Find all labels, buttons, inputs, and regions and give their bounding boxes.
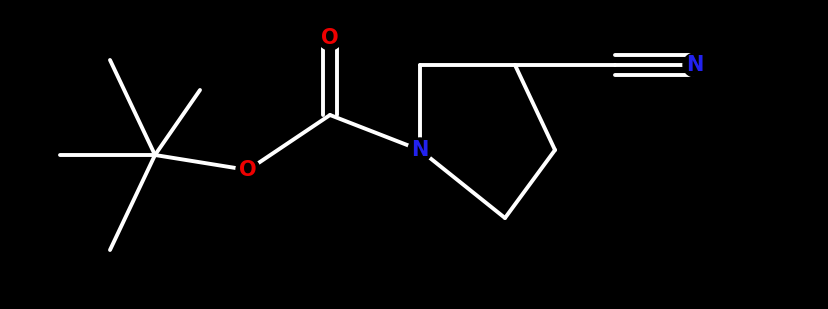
Text: N: N (686, 55, 703, 75)
Text: N: N (411, 140, 428, 160)
Text: O: O (320, 28, 339, 48)
Circle shape (407, 138, 431, 162)
Text: O: O (239, 160, 257, 180)
Circle shape (236, 158, 260, 182)
Circle shape (318, 26, 342, 50)
Circle shape (682, 53, 706, 77)
